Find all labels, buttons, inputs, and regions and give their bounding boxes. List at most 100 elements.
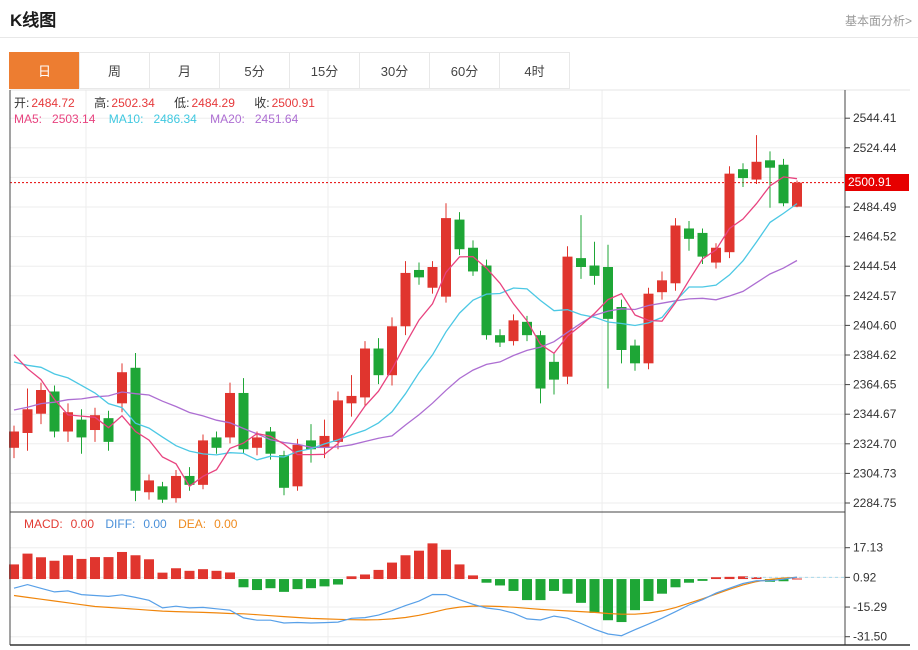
- diff-line: [13, 576, 798, 637]
- ma-readout: MA5: 2503.14 MA10: 2486.34 MA20: 2451.64: [14, 112, 308, 126]
- candle: [211, 431, 222, 454]
- candle: [792, 180, 802, 208]
- macd-bar: [441, 549, 451, 580]
- candle: [144, 474, 154, 500]
- interval-tabs: 日周月 5分 15分 30分 60分 4时: [9, 52, 570, 89]
- macd-bar: [576, 579, 586, 603]
- time-gridlines: [85, 90, 603, 645]
- interval-tab-2[interactable]: 月: [149, 52, 220, 89]
- interval-tab-6[interactable]: 60分: [429, 52, 500, 89]
- macd-bar: [454, 564, 465, 580]
- price-axis-label: 2404.60: [853, 318, 897, 332]
- macd-bar: [103, 557, 114, 580]
- interval-tab-3[interactable]: 5分: [219, 52, 290, 89]
- diff-label: DIFF:: [105, 517, 136, 531]
- price-axis-label: 2484.49: [853, 200, 897, 214]
- candle: [751, 135, 762, 185]
- candle: [724, 166, 735, 259]
- macd-bar: [9, 564, 19, 580]
- price-axis-label: 2324.70: [853, 437, 897, 451]
- price-axis-label: 2384.62: [853, 348, 897, 362]
- candle: [279, 450, 289, 496]
- macd-bar: [346, 576, 357, 580]
- candle: [306, 424, 316, 463]
- interval-tab-7[interactable]: 4时: [499, 52, 570, 89]
- candle: [522, 315, 532, 342]
- macd-bar: [711, 577, 721, 580]
- macd-bar: [522, 579, 532, 601]
- macd-bar: [238, 579, 249, 588]
- low-value: 2484.29: [191, 96, 235, 110]
- header-divider: [0, 37, 918, 38]
- candle: [130, 352, 141, 502]
- macd-bar: [792, 578, 802, 580]
- macd-bar: [603, 579, 613, 621]
- interval-tab-5[interactable]: 30分: [359, 52, 430, 89]
- macd-bar: [319, 579, 330, 587]
- candle: [346, 375, 357, 417]
- ma10-line: [13, 203, 798, 461]
- macd-bar: [387, 562, 397, 580]
- macd-bar: [279, 579, 289, 592]
- candle: [198, 434, 208, 490]
- ma-lines: [13, 176, 798, 488]
- candle: [778, 158, 789, 207]
- interval-tab-4[interactable]: 15分: [289, 52, 360, 89]
- macd-histogram: [9, 543, 802, 623]
- current-price-badge: 2500.91: [845, 174, 909, 191]
- interval-tab-1[interactable]: 周: [79, 52, 150, 89]
- diff-value: 0.00: [143, 517, 167, 531]
- fundamental-analysis-link[interactable]: 基本面分析>: [844, 14, 912, 28]
- candle: [454, 212, 465, 256]
- candle: [184, 467, 195, 491]
- macd-axis-label: 17.13: [853, 541, 883, 555]
- candle: [400, 261, 411, 336]
- macd-bar: [724, 576, 735, 580]
- macd-bar: [373, 569, 384, 580]
- candle: [252, 431, 262, 456]
- candle: [360, 341, 370, 407]
- candle: [670, 218, 681, 291]
- macd-bar: [333, 579, 343, 585]
- macd-bar: [481, 579, 492, 583]
- candle: [117, 363, 127, 413]
- dea-value: 0.00: [214, 517, 238, 531]
- candle: [265, 427, 276, 460]
- macd-bar: [657, 579, 667, 594]
- candle: [292, 438, 303, 491]
- candle: [9, 425, 19, 459]
- candle: [549, 352, 559, 395]
- macd-bar: [616, 579, 627, 623]
- high-label: 高:: [94, 96, 110, 110]
- macd-bar: [36, 557, 46, 580]
- price-axis-label: 2344.67: [853, 407, 897, 421]
- macd-bar: [535, 579, 546, 601]
- candle: [603, 244, 613, 389]
- candle: [481, 259, 492, 340]
- candle: [495, 329, 505, 348]
- ma20-line: [13, 259, 798, 449]
- macd-lines: [13, 576, 798, 637]
- macd-bar: [198, 569, 208, 580]
- candle: [414, 262, 424, 285]
- macd-bar: [306, 579, 316, 589]
- macd-bar: [468, 575, 478, 580]
- macd-bar: [225, 572, 235, 580]
- high-value: 2502.34: [111, 96, 155, 110]
- price-axis-label: 2464.52: [853, 230, 897, 244]
- macd-bar: [562, 579, 573, 594]
- candle: [90, 407, 100, 442]
- macd-bar: [144, 559, 154, 580]
- macd-bar: [427, 543, 438, 580]
- candle: [657, 271, 667, 300]
- macd-axis-label: 0.92: [853, 570, 877, 584]
- candle: [63, 403, 73, 442]
- macd-bar: [76, 558, 87, 580]
- price-axis-label: 2544.41: [853, 111, 897, 125]
- interval-tab-0[interactable]: 日: [9, 52, 80, 89]
- macd-bar: [22, 553, 33, 580]
- macd-bar: [171, 568, 181, 580]
- candle: [711, 243, 721, 269]
- candle: [630, 339, 640, 371]
